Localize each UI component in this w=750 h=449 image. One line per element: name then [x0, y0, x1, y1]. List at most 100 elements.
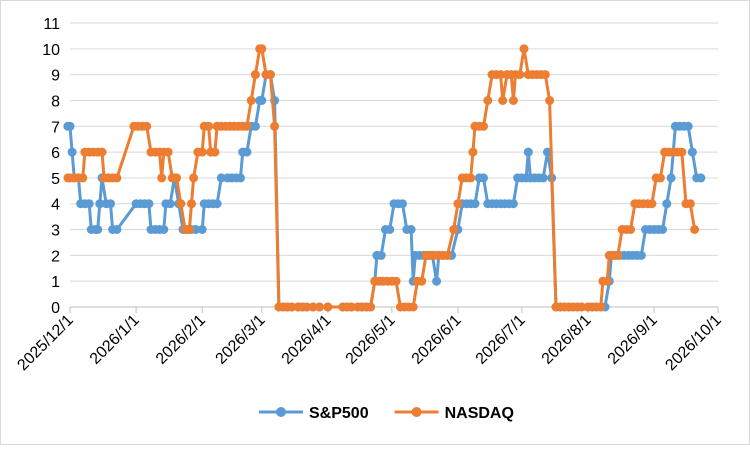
- data-point: [204, 121, 214, 131]
- y-tick-label: 5: [51, 171, 60, 188]
- data-point: [250, 121, 260, 131]
- data-point: [84, 199, 94, 209]
- data-point: [163, 147, 173, 157]
- y-tick-label: 4: [51, 197, 60, 214]
- data-point: [398, 199, 407, 209]
- y-tick-label: 6: [51, 145, 60, 162]
- x-tick-label: 2026/4/1: [279, 312, 335, 368]
- data-point: [157, 173, 167, 183]
- y-axis-ticks: 0 1 2 3 4 5 6 7 8 9 10 11: [42, 16, 60, 317]
- data-point: [508, 96, 518, 105]
- data-point: [270, 121, 280, 131]
- x-tick-label: 2026/5/1: [343, 312, 399, 368]
- legend-label: S&P500: [309, 405, 369, 422]
- data-point: [596, 302, 606, 312]
- data-point: [655, 173, 665, 183]
- data-point: [545, 96, 555, 105]
- data-point: [112, 225, 122, 234]
- x-tick-label: 2026/10/1: [662, 312, 724, 374]
- data-point: [246, 96, 256, 105]
- data-point: [187, 199, 196, 209]
- data-point: [184, 225, 194, 234]
- data-point: [323, 302, 333, 312]
- data-point: [216, 173, 226, 183]
- x-tick-label: 2026/3/1: [213, 312, 269, 368]
- y-tick-label: 8: [51, 93, 60, 110]
- data-point: [78, 173, 88, 183]
- data-point: [97, 147, 107, 157]
- legend-swatch-marker: [411, 407, 422, 417]
- data-point: [690, 225, 700, 234]
- data-point: [142, 121, 152, 131]
- y-tick-label: 11: [43, 16, 60, 33]
- data-point: [647, 199, 657, 209]
- data-point: [242, 121, 252, 131]
- data-point: [515, 70, 525, 80]
- data-point: [67, 147, 77, 157]
- data-point: [172, 173, 182, 183]
- x-tick-label: 2026/2/1: [153, 312, 209, 368]
- data-point: [479, 173, 488, 183]
- data-point: [417, 276, 427, 286]
- x-tick-label: 2025/12/1: [14, 312, 76, 374]
- data-point: [662, 199, 672, 209]
- x-tick-label: 2026/6/1: [409, 312, 465, 368]
- y-tick-label: 7: [51, 119, 60, 136]
- legend-item: NASDAQ: [394, 405, 514, 422]
- series-nasdaq: [63, 44, 700, 312]
- data-point: [250, 70, 260, 80]
- data-point: [432, 276, 442, 286]
- data-point: [302, 302, 312, 312]
- legend-item: S&P500: [259, 405, 369, 422]
- series-line: [67, 73, 701, 309]
- data-point: [210, 147, 220, 157]
- data-point: [479, 121, 488, 131]
- x-tick-label: 2026/7/1: [473, 312, 529, 368]
- data-point: [498, 96, 508, 105]
- data-point: [236, 173, 245, 183]
- data-point: [385, 225, 395, 234]
- y-tick-label: 3: [51, 223, 60, 240]
- data-point: [683, 121, 693, 131]
- data-point: [508, 199, 518, 209]
- y-tick-label: 9: [51, 68, 60, 85]
- data-point: [687, 147, 697, 157]
- gridlines: [70, 22, 718, 282]
- data-point: [666, 173, 676, 183]
- y-tick-label: 10: [42, 42, 60, 59]
- data-point: [176, 199, 186, 209]
- legend-label: NASDAQ: [445, 405, 514, 422]
- data-point: [468, 147, 478, 157]
- data-point: [470, 199, 480, 209]
- data-point: [191, 225, 201, 234]
- data-point: [65, 121, 75, 131]
- data-point: [453, 199, 463, 209]
- data-point: [466, 173, 476, 183]
- data-point: [257, 44, 267, 54]
- data-point: [189, 173, 199, 183]
- data-point: [106, 199, 115, 209]
- legend-swatch-marker: [276, 407, 286, 417]
- x-axis-ticks: 2025/12/1 2026/1/1 2026/2/1 2026/3/1 2026/4/…: [14, 307, 725, 374]
- data-point: [287, 302, 297, 312]
- y-tick-label: 2: [51, 248, 60, 265]
- data-point: [346, 302, 356, 312]
- series-layer: [63, 44, 706, 312]
- data-point: [519, 44, 529, 54]
- data-point: [677, 147, 687, 157]
- data-point: [408, 302, 418, 312]
- data-point: [523, 147, 533, 157]
- data-point: [406, 225, 416, 234]
- y-tick-label: 0: [51, 300, 60, 317]
- data-point: [538, 173, 548, 183]
- data-point: [442, 250, 452, 260]
- data-point: [626, 225, 636, 234]
- data-point: [265, 70, 275, 80]
- data-point: [483, 96, 493, 105]
- x-tick-label: 2026/9/1: [605, 312, 661, 368]
- data-point: [112, 173, 122, 183]
- data-point: [613, 250, 623, 260]
- data-point: [540, 70, 550, 80]
